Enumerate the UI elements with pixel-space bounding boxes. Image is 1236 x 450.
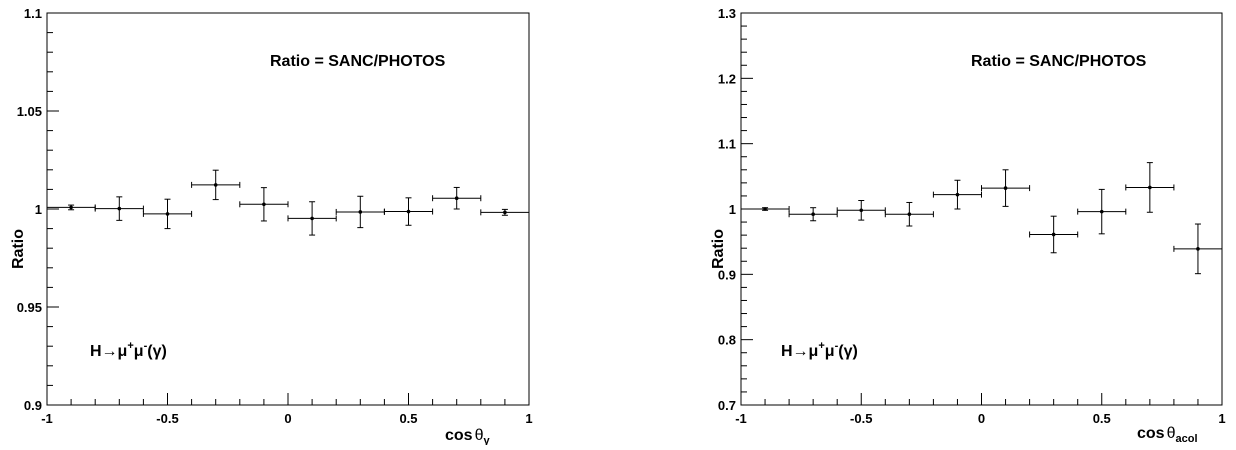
data-point [287,201,337,236]
chart-panel-1: -1 -0.5 0 0.5 1 0.9 0.95 1 1.05 1.1 Ratio = SANC/P… [10,6,533,447]
x-tick-label: -1 [41,411,53,426]
y-tick-label: 1.05 [17,104,42,119]
data-marker [117,206,122,211]
data-marker [454,196,459,201]
data-point [480,208,530,216]
y-tick-label: 1.1 [24,6,42,21]
y-tick-label: 1 [729,202,736,217]
data-point [1173,223,1223,275]
data-point [335,195,385,229]
y-tick-label: 1.2 [718,71,736,86]
x-tick-label: 1 [525,411,532,426]
data-marker [1099,209,1104,214]
ratio-annotation: Ratio = SANC/PHOTOS [270,53,446,70]
ratio-annotation: Ratio = SANC/PHOTOS [971,53,1147,70]
x-axis-label-cos: cos [445,427,473,444]
process-label: H→μ+μ-(γ) [781,340,858,360]
data-marker [811,212,815,217]
data-point [788,207,838,222]
process-label-sup: - [835,340,839,352]
data-point [191,169,241,201]
data-point [1029,215,1079,254]
x-axis-label-cos: cos [1137,425,1165,442]
y-tick-label: 0.9 [718,267,736,282]
data-marker [262,202,266,207]
y-tick-label: 0.95 [17,300,42,315]
x-tick-label: -0.5 [850,411,872,426]
x-axis-label-theta: θ [1167,425,1176,442]
process-label-main: H→μ [90,343,127,360]
data-marker [165,212,170,216]
x-axis-label-theta: θ [475,427,484,444]
data-marker [1003,186,1008,190]
data-marker [310,216,314,221]
data-point [432,186,482,210]
data-marker [859,208,864,213]
x-tick-label: 1 [1218,411,1225,426]
data-marker [955,192,960,197]
data-point [884,201,934,227]
data-marker [763,207,767,211]
y-axis-label: Ratio [10,229,27,269]
process-label-sup: + [818,340,824,352]
data-marker [1148,185,1152,190]
x-tick-label: 0 [978,411,985,426]
process-label-main: H→μ [781,343,818,360]
process-label-gamma: (γ) [838,343,858,360]
data-point [94,196,144,221]
x-axis-label: cos θγ [445,427,490,445]
data-point [46,204,96,211]
data-marker [1196,247,1200,251]
y-tick-label: 1.1 [718,137,736,152]
data-point [836,200,886,221]
y-tick-label: 1.3 [718,6,736,21]
x-tick-label: 0 [284,411,291,426]
data-point [142,198,193,230]
process-label: H→μ+μ-(γ) [90,340,167,360]
data-marker [503,210,507,215]
x-tick-label: 0.5 [399,411,417,426]
y-tick-label: 0.9 [24,398,42,413]
process-label-mu: μ [134,343,144,360]
chart-panel-2: -1 -0.5 0 0.5 1 0.7 0.8 0.9 1 1.1 1.2 1.3 Ratio = SA… [710,6,1226,445]
process-label-gamma: (γ) [147,343,167,360]
data-point [239,187,289,222]
data-marker [1051,232,1056,237]
x-tick-label: -0.5 [156,411,178,426]
data-marker [213,183,218,187]
data-point [981,169,1031,207]
data-marker [358,210,363,214]
process-label-sup: + [127,340,133,352]
x-axis-label-sub: acol [1175,433,1197,445]
x-tick-label: 0.5 [1093,411,1111,426]
x-tick-label: -1 [735,411,747,426]
process-label-sup: - [144,340,148,352]
y-tick-label: 1 [35,202,42,217]
data-marker [69,205,73,210]
data-point [1077,188,1127,235]
data-point [383,197,434,226]
x-axis-label-sub: γ [483,435,490,445]
y-tick-label: 0.8 [718,333,736,348]
x-axis-label: cos θacol [1137,425,1198,445]
y-axis-label: Ratio [710,229,727,269]
y-tick-label: 0.7 [718,398,736,413]
data-marker [406,209,411,214]
data-point [1125,162,1175,213]
data-point [740,206,790,212]
process-label-mu: μ [825,343,835,360]
data-marker [907,212,912,217]
data-point [932,179,982,210]
